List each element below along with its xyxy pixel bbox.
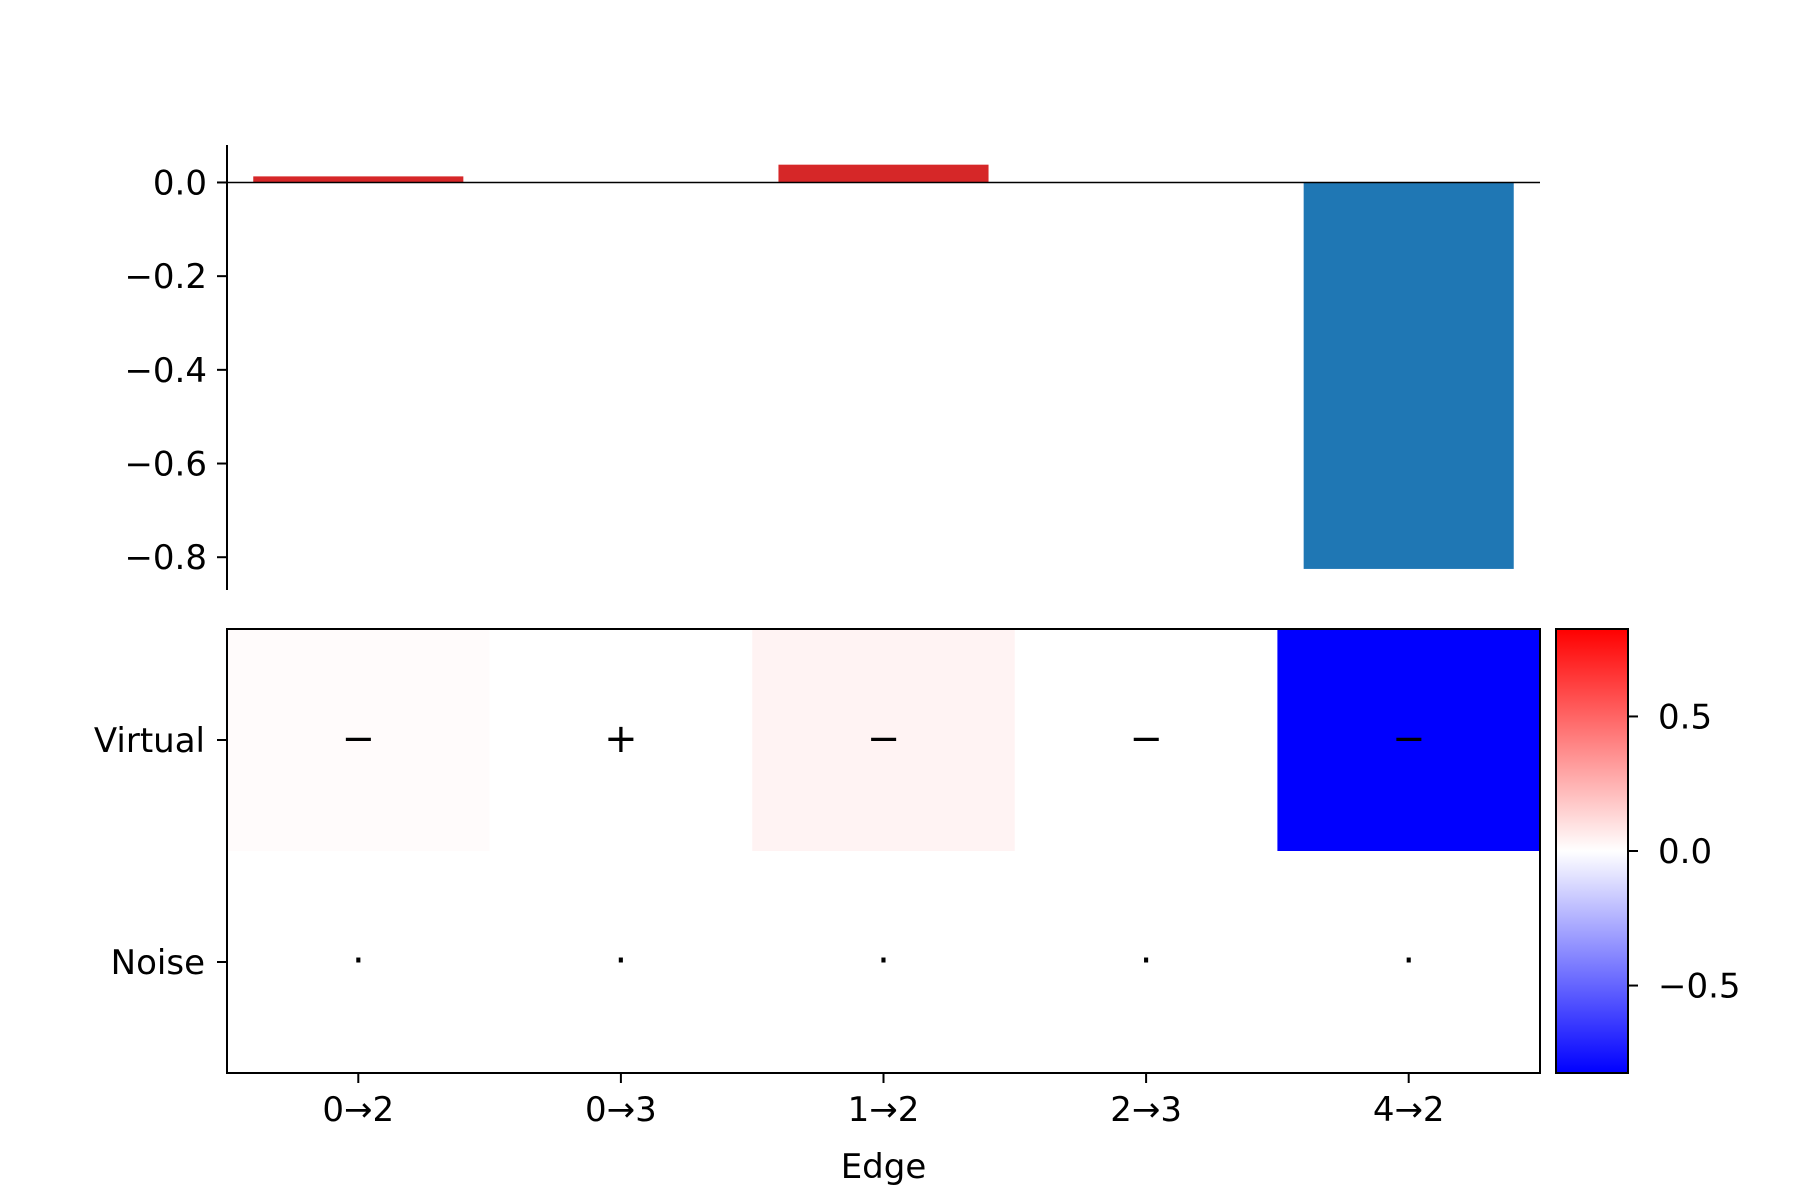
heat-symbol-0-0: − <box>342 716 376 762</box>
cbar-tick-label-0: 0.5 <box>1658 697 1712 737</box>
heat-cell-1-0 <box>227 851 491 1074</box>
heat-cell-1-2 <box>752 851 1016 1074</box>
heat-symbol-0-1: + <box>604 716 638 762</box>
heat-cell-0-1 <box>489 629 753 852</box>
heat-col-label-3: 2→3 <box>1110 1090 1182 1130</box>
heat-col-label-4: 4→2 <box>1373 1090 1445 1130</box>
bar-ytick-label-3: −0.6 <box>124 445 207 485</box>
heat-symbol-0-2: − <box>867 716 901 762</box>
bar-0 <box>253 176 464 183</box>
cbar-tick-label-2: −0.5 <box>1658 967 1741 1007</box>
bar-4 <box>1303 182 1514 569</box>
heatmap-symbols: − + − − − · · · · · <box>342 716 1426 984</box>
heatmap-row-ticks: Virtual Noise <box>94 721 227 983</box>
bar-ytick-label-4: −0.8 <box>124 538 207 578</box>
heat-col-label-0: 0→2 <box>322 1090 394 1130</box>
bar-ytick-label-0: 0.0 <box>153 163 207 203</box>
colorbar-gradient <box>1555 628 1629 1074</box>
heat-cell-1-4 <box>1277 851 1541 1074</box>
heatmap-cells <box>227 629 1541 1074</box>
heat-row-label-1: Noise <box>111 943 205 983</box>
x-axis-label: Edge <box>841 1147 927 1187</box>
bar-chart-panel: 0.0 −0.2 −0.4 −0.6 −0.8 <box>124 145 1540 590</box>
heat-symbol-0-3: − <box>1129 716 1163 762</box>
bar-ytick-label-1: −0.2 <box>124 257 207 297</box>
heat-symbol-1-3: · <box>1140 938 1153 984</box>
heat-symbol-1-0: · <box>352 938 365 984</box>
heat-cell-0-0 <box>227 629 491 852</box>
heat-symbol-1-2: · <box>877 938 890 984</box>
heat-symbol-1-1: · <box>615 938 628 984</box>
bar-y-ticks: 0.0 −0.2 −0.4 −0.6 −0.8 <box>124 163 227 578</box>
heat-col-label-1: 0→3 <box>585 1090 657 1130</box>
bar-marks <box>253 164 1514 569</box>
heat-cell-0-2 <box>752 629 1016 852</box>
heat-col-label-2: 1→2 <box>848 1090 920 1130</box>
heat-cell-0-4 <box>1277 629 1541 852</box>
heat-symbol-0-4: − <box>1392 716 1426 762</box>
heat-cell-1-3 <box>1014 851 1278 1074</box>
heat-cell-1-1 <box>489 851 753 1074</box>
colorbar-ticks: 0.5 0.0 −0.5 <box>1628 697 1741 1007</box>
heat-cell-0-3 <box>1014 629 1278 852</box>
heatmap-column-ticks: 0→2 0→3 1→2 2→3 4→2 <box>322 1073 1445 1130</box>
colorbar: 0.5 0.0 −0.5 <box>1555 628 1741 1074</box>
bar-ytick-label-2: −0.4 <box>124 351 207 391</box>
heat-row-label-0: Virtual <box>94 721 205 761</box>
heat-symbol-1-4: · <box>1402 938 1415 984</box>
cbar-tick-label-1: 0.0 <box>1658 832 1712 872</box>
bar-2 <box>778 164 989 183</box>
